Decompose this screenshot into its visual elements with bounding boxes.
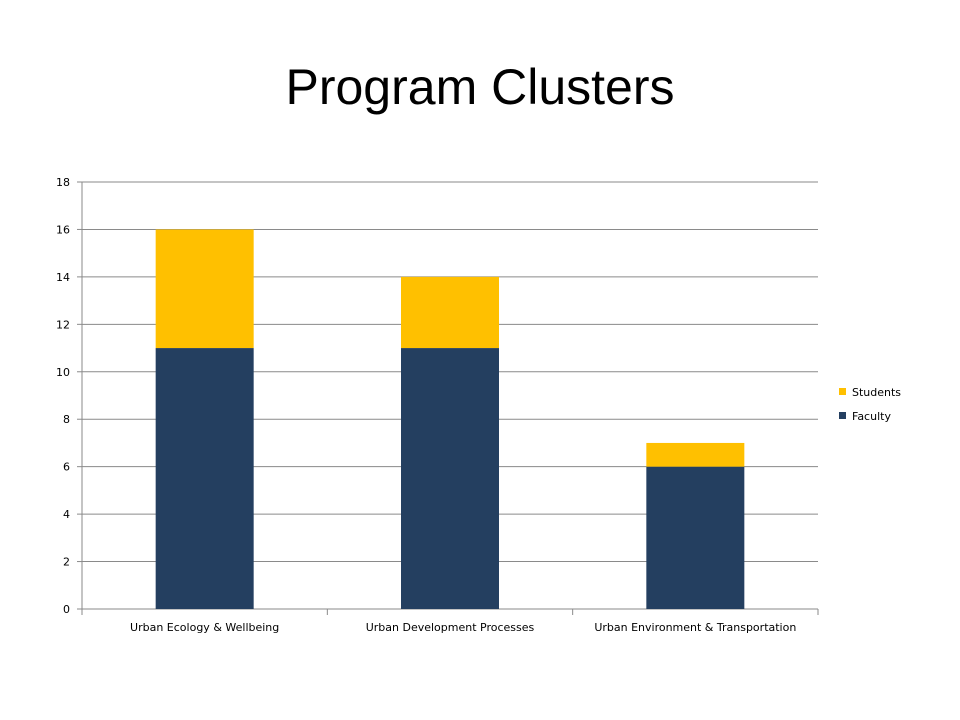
y-tick-label-16: 16: [56, 223, 70, 236]
chart-title: Program Clusters: [285, 59, 675, 115]
bar-faculty-2: [646, 466, 745, 609]
axis-labels: 0 2 4 6 8 10 12 14 16 18 Urban Ecology & Wellbeing…: [56, 176, 796, 634]
x-tick-label-0: Urban Ecology & Wellbeing: [130, 621, 279, 634]
x-tick-label-2: Urban Environment & Transportation: [594, 621, 796, 634]
y-tick-label-10: 10: [56, 366, 70, 379]
bar-students-0: [155, 229, 254, 349]
y-tick-label-6: 6: [63, 461, 70, 474]
bar-faculty-0: [155, 348, 254, 609]
y-tick-label-4: 4: [63, 508, 70, 521]
y-tick-label-14: 14: [56, 271, 70, 284]
legend-label-faculty: Faculty: [852, 410, 891, 423]
y-tick-label-2: 2: [63, 556, 70, 569]
y-tick-label-8: 8: [63, 413, 70, 426]
legend: Students Faculty: [839, 386, 901, 423]
bar-students-1: [401, 276, 499, 349]
y-tick-label-12: 12: [56, 318, 70, 331]
bar-students-2: [646, 442, 745, 467]
x-tick-label-1: Urban Development Processes: [366, 621, 535, 634]
bar-faculty-1: [401, 348, 499, 609]
legend-swatch-students: [839, 388, 846, 395]
legend-swatch-faculty: [839, 412, 846, 419]
legend-label-students: Students: [852, 386, 901, 399]
bars: [155, 229, 745, 609]
y-tick-label-0: 0: [63, 603, 70, 616]
y-tick-label-18: 18: [56, 176, 70, 189]
